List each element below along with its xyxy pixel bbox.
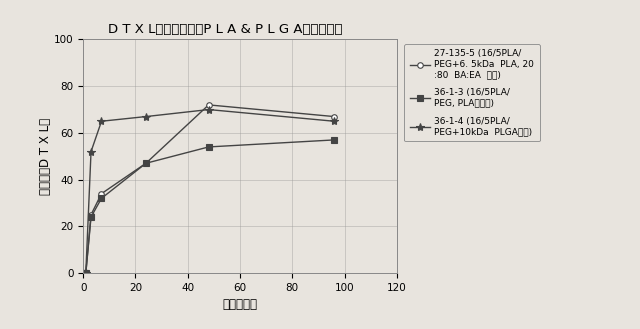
27-135-5 (16/5PLA/
PEG+6. 5kDa  PLA, 20
:80  BA:EA  対照) (330, 114, 338, 118)
36-1-4 (16/5PLA/
PEG+10kDa  PLGA添加) (330, 119, 338, 123)
27-135-5 (16/5PLA/
PEG+6. 5kDa  PLA, 20
:80  BA:EA  対照) (79, 271, 87, 275)
36-1-4 (16/5PLA/
PEG+10kDa  PLGA添加) (142, 114, 150, 118)
36-1-3 (16/5PLA/
PEG, PLA無添加) (79, 271, 87, 275)
36-1-3 (16/5PLA/
PEG, PLA無添加) (330, 138, 338, 142)
27-135-5 (16/5PLA/
PEG+6. 5kDa  PLA, 20
:80  BA:EA  対照) (82, 271, 90, 275)
27-135-5 (16/5PLA/
PEG+6. 5kDa  PLA, 20
:80  BA:EA  対照) (87, 213, 95, 216)
Line: 36-1-3 (16/5PLA/
PEG, PLA無添加): 36-1-3 (16/5PLA/ PEG, PLA無添加) (81, 137, 337, 276)
Legend: 27-135-5 (16/5PLA/
PEG+6. 5kDa  PLA, 20
:80  BA:EA  対照), 36-1-3 (16/5PLA/
PEG, P: 27-135-5 (16/5PLA/ PEG+6. 5kDa PLA, 20 :… (404, 44, 540, 141)
36-1-3 (16/5PLA/
PEG, PLA無添加) (87, 215, 95, 219)
27-135-5 (16/5PLA/
PEG+6. 5kDa  PLA, 20
:80  BA:EA  対照) (205, 103, 212, 107)
Line: 36-1-4 (16/5PLA/
PEG+10kDa  PLGA添加): 36-1-4 (16/5PLA/ PEG+10kDa PLGA添加) (79, 105, 339, 277)
36-1-4 (16/5PLA/
PEG+10kDa  PLGA添加) (79, 271, 87, 275)
36-1-4 (16/5PLA/
PEG+10kDa  PLGA添加) (205, 108, 212, 112)
27-135-5 (16/5PLA/
PEG+6. 5kDa  PLA, 20
:80  BA:EA  対照) (142, 161, 150, 165)
Text: D T X L放出に対するP L A & P L G A添加の効果: D T X L放出に対するP L A & P L G A添加の効果 (108, 22, 343, 36)
36-1-4 (16/5PLA/
PEG+10kDa  PLGA添加) (98, 119, 106, 123)
Line: 27-135-5 (16/5PLA/
PEG+6. 5kDa  PLA, 20
:80  BA:EA  対照): 27-135-5 (16/5PLA/ PEG+6. 5kDa PLA, 20 :… (81, 102, 337, 276)
36-1-3 (16/5PLA/
PEG, PLA無添加) (205, 145, 212, 149)
36-1-3 (16/5PLA/
PEG, PLA無添加) (82, 271, 90, 275)
36-1-4 (16/5PLA/
PEG+10kDa  PLGA添加) (82, 271, 90, 275)
X-axis label: 時間（時）: 時間（時） (223, 298, 257, 311)
36-1-3 (16/5PLA/
PEG, PLA無添加) (142, 161, 150, 165)
27-135-5 (16/5PLA/
PEG+6. 5kDa  PLA, 20
:80  BA:EA  対照) (98, 192, 106, 196)
36-1-3 (16/5PLA/
PEG, PLA無添加) (98, 196, 106, 200)
Y-axis label: 累計放出D T X L％: 累計放出D T X L％ (40, 118, 52, 195)
36-1-4 (16/5PLA/
PEG+10kDa  PLGA添加) (87, 150, 95, 154)
